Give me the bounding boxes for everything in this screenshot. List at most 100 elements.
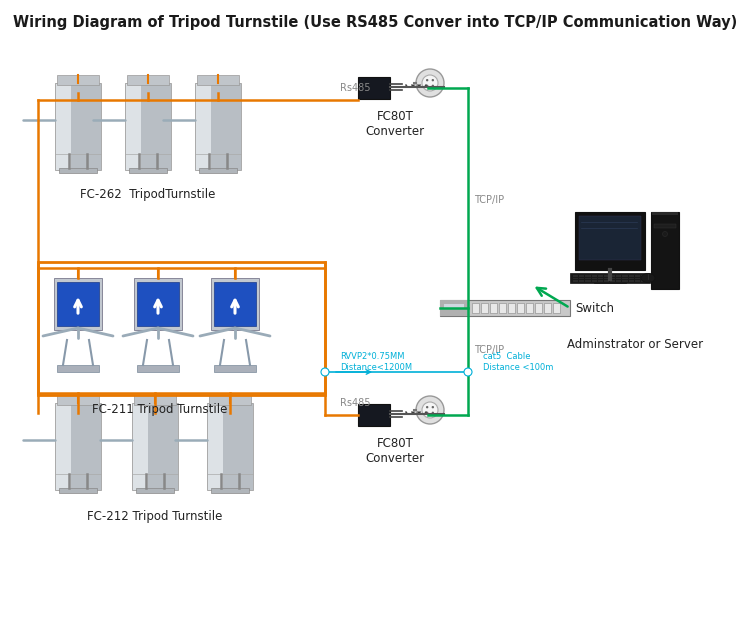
Bar	[132, 403, 178, 490]
Bar	[592, 280, 597, 282]
Bar	[199, 168, 237, 173]
Bar	[553, 303, 560, 313]
Bar	[499, 303, 506, 313]
Bar	[517, 303, 524, 313]
Bar	[579, 216, 641, 260]
Bar	[604, 280, 609, 282]
Bar	[358, 404, 390, 426]
Bar	[526, 303, 533, 313]
Bar	[55, 83, 101, 170]
Bar	[628, 275, 634, 277]
Bar	[211, 278, 259, 330]
Text: Rs485: Rs485	[340, 398, 370, 408]
Bar	[214, 365, 256, 372]
Bar	[59, 488, 97, 493]
Bar	[579, 275, 584, 277]
Bar	[634, 280, 640, 282]
Bar	[575, 212, 645, 270]
Bar	[197, 75, 239, 85]
Bar	[604, 278, 609, 279]
Bar	[57, 395, 99, 405]
Text: FC80T
Converter: FC80T Converter	[365, 437, 424, 465]
Bar	[195, 83, 241, 170]
Bar	[223, 403, 253, 490]
Circle shape	[321, 368, 329, 376]
Bar	[610, 278, 615, 279]
Bar	[622, 278, 628, 279]
Text: Switch: Switch	[575, 302, 614, 314]
Bar	[136, 488, 174, 493]
Ellipse shape	[641, 273, 655, 283]
Bar	[55, 403, 71, 490]
Bar	[358, 77, 390, 99]
Bar	[594, 279, 626, 283]
Circle shape	[426, 79, 428, 81]
Bar	[585, 280, 590, 282]
Bar	[211, 83, 241, 170]
Circle shape	[662, 232, 668, 237]
Circle shape	[422, 402, 438, 418]
Bar	[55, 403, 101, 490]
Bar	[137, 282, 179, 326]
Bar	[55, 83, 71, 170]
Bar	[209, 395, 251, 405]
Bar	[481, 303, 488, 313]
Text: Rs485: Rs485	[340, 83, 370, 93]
Bar	[59, 168, 97, 173]
Bar	[71, 403, 101, 490]
Bar	[57, 365, 99, 372]
Bar	[38, 262, 325, 395]
Bar	[622, 280, 628, 282]
Text: RVVP2*0.75MM
Distance<1200M: RVVP2*0.75MM Distance<1200M	[340, 352, 412, 372]
Bar	[132, 403, 148, 490]
Bar	[616, 280, 621, 282]
Circle shape	[464, 368, 472, 376]
Circle shape	[432, 79, 434, 81]
Bar	[535, 303, 542, 313]
Bar	[592, 278, 597, 279]
Text: FC-262  TripodTurnstile: FC-262 TripodTurnstile	[80, 188, 216, 201]
Bar	[598, 280, 603, 282]
Bar	[622, 275, 628, 277]
Bar	[592, 275, 597, 277]
Bar	[141, 83, 171, 170]
Bar	[610, 280, 615, 282]
Bar	[616, 278, 621, 279]
Bar	[134, 395, 176, 405]
Text: FC-211 Tripod Turnstile: FC-211 Tripod Turnstile	[92, 403, 228, 416]
Circle shape	[426, 412, 428, 414]
Bar	[148, 403, 178, 490]
Bar	[598, 278, 603, 279]
Bar	[444, 304, 464, 308]
Bar	[604, 275, 609, 277]
Bar	[598, 275, 603, 277]
Bar	[651, 212, 679, 289]
Bar	[195, 83, 211, 170]
Text: Wiring Diagram of Tripod Turnstile (Use RS485 Conver into TCP/IP Communication W: Wiring Diagram of Tripod Turnstile (Use …	[13, 15, 737, 30]
Bar	[573, 280, 578, 282]
Bar	[628, 280, 634, 282]
Bar	[640, 278, 646, 279]
Circle shape	[426, 406, 428, 409]
Bar	[490, 303, 497, 313]
Bar	[137, 365, 179, 372]
Text: FC80T
Converter: FC80T Converter	[365, 110, 424, 138]
Bar	[652, 212, 678, 215]
Bar	[640, 275, 646, 277]
Bar	[508, 303, 515, 313]
Bar	[585, 275, 590, 277]
Bar	[628, 278, 634, 279]
Bar	[573, 275, 578, 277]
Bar	[616, 275, 621, 277]
Bar	[125, 83, 141, 170]
Bar	[544, 303, 551, 313]
Bar	[634, 278, 640, 279]
Text: Adminstrator or Server: Adminstrator or Server	[567, 338, 703, 351]
Bar	[472, 303, 479, 313]
Circle shape	[416, 69, 444, 97]
Bar	[579, 280, 584, 282]
Bar	[207, 403, 253, 490]
Bar	[211, 488, 249, 493]
Bar	[654, 224, 676, 228]
Circle shape	[426, 84, 428, 87]
